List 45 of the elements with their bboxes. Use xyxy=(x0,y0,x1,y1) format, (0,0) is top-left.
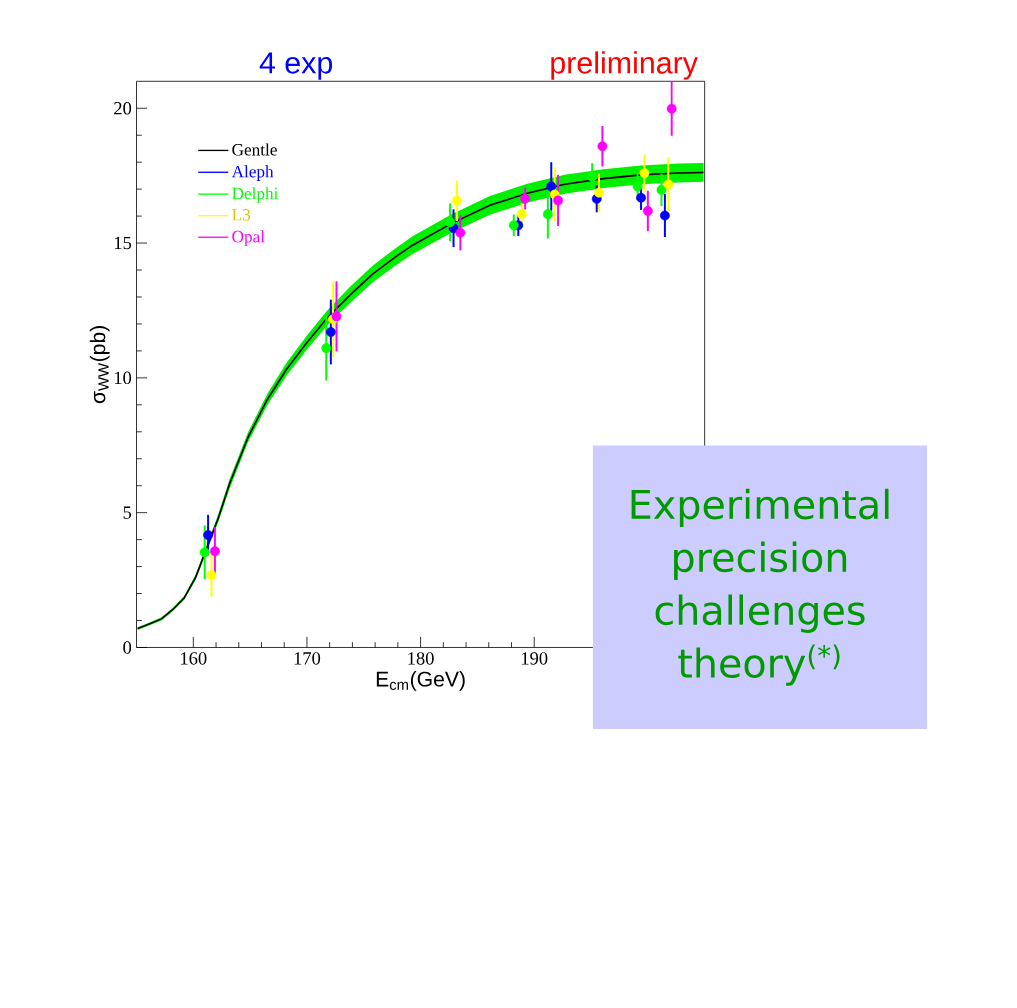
point xyxy=(321,343,332,353)
point xyxy=(203,529,213,540)
point xyxy=(325,326,336,337)
y-tick-label: 10 xyxy=(114,371,132,384)
legend-label: Aleph xyxy=(231,165,274,181)
legend-label: Gentle xyxy=(232,143,277,156)
point xyxy=(210,546,220,556)
legend-label: Opal xyxy=(232,230,265,246)
y-tick-label: 15 xyxy=(114,236,132,250)
point xyxy=(666,103,677,114)
point xyxy=(508,220,519,230)
point xyxy=(445,217,456,228)
chart-subtitle: preliminary xyxy=(551,51,698,80)
y-axis-title: σ$_{WW}$(pb) xyxy=(89,325,110,403)
x-tick-label: 160 xyxy=(181,651,207,665)
point xyxy=(199,547,210,557)
point xyxy=(452,195,462,206)
x-tick-label: 190 xyxy=(521,651,548,665)
point xyxy=(516,209,527,219)
x-tick-label: 170 xyxy=(294,651,321,665)
legend-label: Delphi xyxy=(232,186,279,203)
annotation: Experimental precision challenges theory$^{(*)}$ xyxy=(631,488,889,686)
legend-label: L3 xyxy=(232,208,251,221)
point xyxy=(632,181,643,192)
point xyxy=(587,171,598,182)
x-tick-label: 180 xyxy=(408,651,434,665)
point xyxy=(663,179,674,189)
point xyxy=(659,210,670,221)
point xyxy=(546,181,557,192)
point xyxy=(542,209,553,219)
point xyxy=(597,141,608,151)
chart-title: 4 exp xyxy=(259,52,333,80)
y-tick-label: 5 xyxy=(123,506,132,519)
y-tick-label: 0 xyxy=(123,641,132,654)
x-axis-title: E$_{cm}$(GeV) xyxy=(376,670,465,691)
point xyxy=(206,570,217,580)
y-tick-label: 20 xyxy=(114,101,132,115)
point xyxy=(455,227,466,238)
point xyxy=(553,195,563,206)
point xyxy=(639,168,650,178)
point xyxy=(636,192,646,203)
point xyxy=(656,184,667,195)
point xyxy=(331,311,342,322)
point xyxy=(642,205,653,216)
point xyxy=(520,193,531,204)
